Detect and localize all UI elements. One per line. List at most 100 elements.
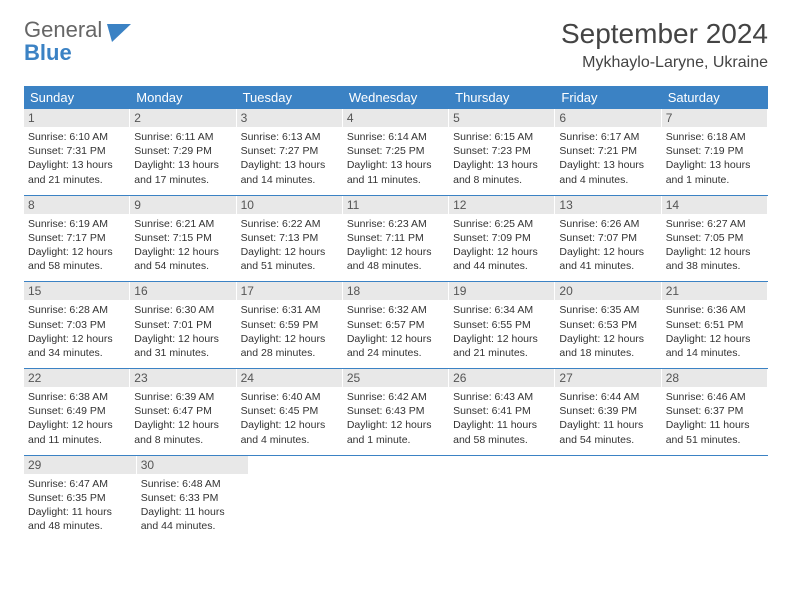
day-number: 3 <box>237 109 342 127</box>
logo: General Blue <box>24 18 132 64</box>
day-info: Sunrise: 6:40 AMSunset: 6:45 PMDaylight:… <box>241 390 338 447</box>
day-info: Sunrise: 6:32 AMSunset: 6:57 PMDaylight:… <box>347 303 444 360</box>
header: General Blue September 2024 Mykhaylo-Lar… <box>24 18 768 72</box>
day-cell: 8Sunrise: 6:19 AMSunset: 7:17 PMDaylight… <box>24 196 130 282</box>
day-info: Sunrise: 6:42 AMSunset: 6:43 PMDaylight:… <box>347 390 444 447</box>
weeks-container: 1 Sunrise: 6:10 AMSunset: 7:31 PMDaylight… <box>24 109 768 541</box>
empty-cell <box>457 456 561 542</box>
day-number: 29 <box>24 456 136 474</box>
day-info: Sunrise: 6:47 AMSunset: 6:35 PMDaylight:… <box>28 477 132 534</box>
day-cell: 25 Sunrise: 6:42 AMSunset: 6:43 PMDayligh… <box>343 369 449 455</box>
day-cell: 19 Sunrise: 6:34 AMSunset: 6:55 PMDayligh… <box>449 282 555 368</box>
day-cell: 3 Sunrise: 6:13 AMSunset: 7:27 PMDaylight… <box>237 109 343 195</box>
day-number: 19 <box>449 282 554 300</box>
day-number: 26 <box>449 369 554 387</box>
day-number: 27 <box>555 369 660 387</box>
day-number: 22 <box>24 369 129 387</box>
day-info: Sunrise: 6:31 AMSunset: 6:59 PMDaylight:… <box>241 303 338 360</box>
location: Mykhaylo-Laryne, Ukraine <box>561 54 768 72</box>
day-info: Sunrise: 6:14 AMSunset: 7:25 PMDaylight:… <box>347 130 444 187</box>
day-info: Sunrise: 6:27 AMSunset: 7:05 PMDaylight:… <box>666 217 763 274</box>
weekday-header: Tuesday <box>237 86 343 109</box>
day-info: Sunrise: 6:30 AMSunset: 7:01 PMDaylight:… <box>134 303 231 360</box>
day-number: 13 <box>555 196 660 214</box>
day-info: Sunrise: 6:44 AMSunset: 6:39 PMDaylight:… <box>559 390 656 447</box>
day-info: Sunrise: 6:17 AMSunset: 7:21 PMDaylight:… <box>559 130 656 187</box>
day-cell: 17 Sunrise: 6:31 AMSunset: 6:59 PMDayligh… <box>237 282 343 368</box>
week-row: 22Sunrise: 6:38 AMSunset: 6:49 PMDayligh… <box>24 369 768 456</box>
day-cell: 2 Sunrise: 6:11 AMSunset: 7:29 PMDaylight… <box>130 109 236 195</box>
day-number: 24 <box>237 369 342 387</box>
day-number: 25 <box>343 369 448 387</box>
day-number: 6 <box>555 109 660 127</box>
day-number: 4 <box>343 109 448 127</box>
day-cell: 30Sunrise: 6:48 AMSunset: 6:33 PMDayligh… <box>137 456 250 542</box>
day-cell: 5Sunrise: 6:15 AMSunset: 7:23 PMDaylight… <box>449 109 555 195</box>
logo-blue: Blue <box>24 40 72 65</box>
week-row: 29 Sunrise: 6:47 AMSunset: 6:35 PMDayligh… <box>24 456 768 542</box>
day-cell: 15Sunrise: 6:28 AMSunset: 7:03 PMDayligh… <box>24 282 130 368</box>
day-cell: 4 Sunrise: 6:14 AMSunset: 7:25 PMDaylight… <box>343 109 449 195</box>
day-number: 18 <box>343 282 448 300</box>
day-cell: 26Sunrise: 6:43 AMSunset: 6:41 PMDayligh… <box>449 369 555 455</box>
day-number: 10 <box>237 196 342 214</box>
day-number: 11 <box>343 196 448 214</box>
weekday-header: Thursday <box>449 86 555 109</box>
day-cell: 9 Sunrise: 6:21 AMSunset: 7:15 PMDaylight… <box>130 196 236 282</box>
day-cell: 7 Sunrise: 6:18 AMSunset: 7:19 PMDaylight… <box>662 109 768 195</box>
day-cell: 14 Sunrise: 6:27 AMSunset: 7:05 PMDayligh… <box>662 196 768 282</box>
day-number: 7 <box>662 109 767 127</box>
day-number: 14 <box>662 196 767 214</box>
day-cell: 24 Sunrise: 6:40 AMSunset: 6:45 PMDayligh… <box>237 369 343 455</box>
day-cell: 10Sunrise: 6:22 AMSunset: 7:13 PMDayligh… <box>237 196 343 282</box>
day-info: Sunrise: 6:34 AMSunset: 6:55 PMDaylight:… <box>453 303 550 360</box>
day-info: Sunrise: 6:23 AMSunset: 7:11 PMDaylight:… <box>347 217 444 274</box>
day-number: 15 <box>24 282 129 300</box>
day-info: Sunrise: 6:36 AMSunset: 6:51 PMDaylight:… <box>666 303 763 360</box>
day-cell: 21Sunrise: 6:36 AMSunset: 6:51 PMDayligh… <box>662 282 768 368</box>
day-info: Sunrise: 6:39 AMSunset: 6:47 PMDaylight:… <box>134 390 231 447</box>
day-cell: 29 Sunrise: 6:47 AMSunset: 6:35 PMDayligh… <box>24 456 137 542</box>
day-cell: 6 Sunrise: 6:17 AMSunset: 7:21 PMDaylight… <box>555 109 661 195</box>
weekday-header: Saturday <box>662 86 768 109</box>
day-cell: 22Sunrise: 6:38 AMSunset: 6:49 PMDayligh… <box>24 369 130 455</box>
day-info: Sunrise: 6:25 AMSunset: 7:09 PMDaylight:… <box>453 217 550 274</box>
day-info: Sunrise: 6:18 AMSunset: 7:19 PMDaylight:… <box>666 130 763 187</box>
day-info: Sunrise: 6:15 AMSunset: 7:23 PMDaylight:… <box>453 130 550 187</box>
day-number: 8 <box>24 196 129 214</box>
week-row: 8Sunrise: 6:19 AMSunset: 7:17 PMDaylight… <box>24 196 768 283</box>
day-info: Sunrise: 6:21 AMSunset: 7:15 PMDaylight:… <box>134 217 231 274</box>
day-cell: 13Sunrise: 6:26 AMSunset: 7:07 PMDayligh… <box>555 196 661 282</box>
day-number: 23 <box>130 369 235 387</box>
day-info: Sunrise: 6:46 AMSunset: 6:37 PMDaylight:… <box>666 390 763 447</box>
day-number: 9 <box>130 196 235 214</box>
day-cell: 20Sunrise: 6:35 AMSunset: 6:53 PMDayligh… <box>555 282 661 368</box>
day-info: Sunrise: 6:13 AMSunset: 7:27 PMDaylight:… <box>241 130 338 187</box>
week-row: 1 Sunrise: 6:10 AMSunset: 7:31 PMDaylight… <box>24 109 768 196</box>
day-number: 20 <box>555 282 660 300</box>
empty-cell <box>353 456 457 542</box>
month-title: September 2024 <box>561 18 768 50</box>
day-cell: 23 Sunrise: 6:39 AMSunset: 6:47 PMDayligh… <box>130 369 236 455</box>
day-number: 12 <box>449 196 554 214</box>
day-number: 28 <box>662 369 767 387</box>
day-number: 17 <box>237 282 342 300</box>
empty-cell <box>249 456 353 542</box>
day-cell: 27 Sunrise: 6:44 AMSunset: 6:39 PMDayligh… <box>555 369 661 455</box>
day-number: 16 <box>130 282 235 300</box>
day-info: Sunrise: 6:11 AMSunset: 7:29 PMDaylight:… <box>134 130 231 187</box>
day-cell: 11 Sunrise: 6:23 AMSunset: 7:11 PMDayligh… <box>343 196 449 282</box>
day-number: 2 <box>130 109 235 127</box>
weekday-header: Friday <box>555 86 661 109</box>
calendar: SundayMondayTuesdayWednesdayThursdayFrid… <box>24 86 768 541</box>
empty-cell <box>561 456 665 542</box>
day-number: 1 <box>24 109 129 127</box>
day-cell: 12 Sunrise: 6:25 AMSunset: 7:09 PMDayligh… <box>449 196 555 282</box>
weekday-header-row: SundayMondayTuesdayWednesdayThursdayFrid… <box>24 86 768 109</box>
week-row: 15Sunrise: 6:28 AMSunset: 7:03 PMDayligh… <box>24 282 768 369</box>
logo-text: General Blue <box>24 18 102 64</box>
weekday-header: Monday <box>130 86 236 109</box>
day-cell: 18 Sunrise: 6:32 AMSunset: 6:57 PMDayligh… <box>343 282 449 368</box>
day-info: Sunrise: 6:10 AMSunset: 7:31 PMDaylight:… <box>28 130 125 187</box>
day-cell: 28 Sunrise: 6:46 AMSunset: 6:37 PMDayligh… <box>662 369 768 455</box>
